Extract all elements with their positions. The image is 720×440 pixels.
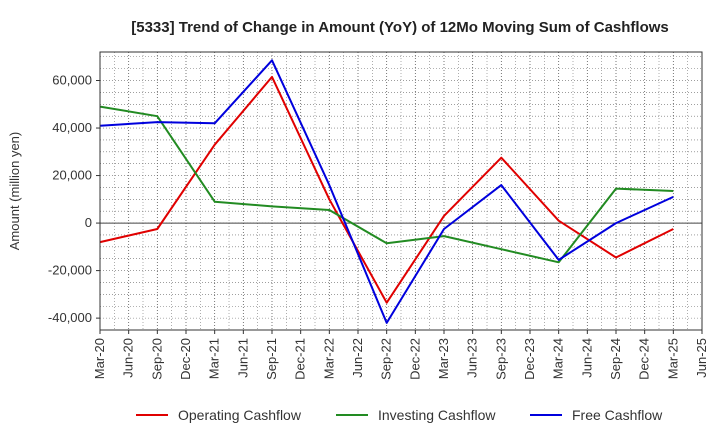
plot-frame [99, 51, 703, 331]
y-tick-label: -20,000 [48, 263, 92, 278]
x-tick-label: Dec-22 [407, 338, 422, 380]
x-tick-label: Sep-22 [379, 338, 394, 380]
x-tick-label: Dec-21 [293, 338, 308, 380]
x-tick-label: Mar-24 [551, 338, 566, 379]
x-tick-label: Mar-23 [436, 338, 451, 379]
x-tick-label: Sep-23 [493, 338, 508, 380]
grid-layer [99, 52, 703, 330]
x-tick-label: Sep-20 [149, 338, 164, 380]
x-tick-label: Jun-22 [350, 338, 365, 378]
x-tick-label: Mar-22 [321, 338, 336, 379]
series-line-investing-cashflow [99, 105, 674, 264]
y-tick-labels: -40,000 -20,000 0 20,000 40,000 60,000 [48, 73, 100, 325]
y-tick-label: 60,000 [52, 73, 92, 88]
legend: Operating Cashflow Investing Cashflow Free… [136, 407, 663, 423]
y-tick-label: 0 [85, 215, 92, 230]
x-tick-label: Dec-23 [522, 338, 537, 380]
x-tick-label: Jun-21 [235, 338, 250, 378]
x-tick-label: Mar-20 [92, 338, 107, 379]
x-tick-label: Mar-25 [665, 338, 680, 379]
x-tick-label: Jun-24 [579, 338, 594, 378]
legend-label: Investing Cashflow [378, 407, 496, 423]
series-line-free-cashflow [99, 59, 674, 324]
x-tick-label: Jun-23 [465, 338, 480, 378]
y-tick-label: 20,000 [52, 168, 92, 183]
x-tick-label: Mar-21 [207, 338, 222, 379]
x-tick-label: Dec-20 [178, 338, 193, 380]
x-tick-label: Dec-24 [637, 338, 652, 380]
legend-label: Free Cashflow [572, 407, 663, 423]
y-tick-label: 40,000 [52, 120, 92, 135]
y-tick-label: -40,000 [48, 310, 92, 325]
x-tick-label: Sep-24 [608, 338, 623, 380]
y-axis-label: Amount (million yen) [7, 132, 22, 251]
chart-title: [5333] Trend of Change in Amount (YoY) o… [131, 19, 669, 36]
x-tick-labels: Mar-20 Jun-20 Sep-20 Dec-20 Mar-21 Jun-21 Sep-… [92, 330, 709, 380]
x-tick-label: Sep-21 [264, 338, 279, 380]
x-tick-label: Jun-20 [121, 338, 136, 378]
series-layer [99, 59, 674, 324]
legend-label: Operating Cashflow [178, 407, 302, 423]
x-tick-label: Jun-25 [694, 338, 709, 378]
